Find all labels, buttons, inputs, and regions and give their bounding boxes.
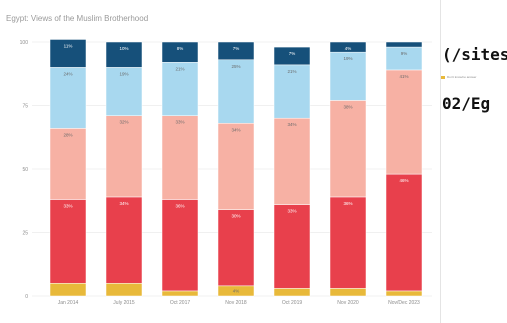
bar-segment <box>49 199 87 284</box>
y-tick-label: 50 <box>22 167 28 173</box>
stacked-bar-chart: 0 25 50 75 100 33% 28% 24% 11% Jan 2014 34% 32% 19% 1… <box>20 39 432 306</box>
bar-segment <box>161 62 199 116</box>
bar-segment <box>273 46 311 66</box>
bar-segment <box>329 41 367 53</box>
x-tick-label: Nov/Dec 2023 <box>388 300 420 306</box>
x-tick-label: Nov 2020 <box>337 300 359 306</box>
data-label: 9% <box>401 51 408 56</box>
data-label: 24% <box>63 71 72 76</box>
data-label: 33% <box>287 209 296 214</box>
legend-item-dont-know: Don't know/no answer <box>441 75 476 79</box>
overlay-path-text: 02/Eg <box>442 94 491 113</box>
chart-panel: Egypt: Views of the Muslim Brotherhood 0… <box>6 0 441 323</box>
bar-segment <box>273 117 311 205</box>
data-label: 36% <box>175 203 184 208</box>
bar-segment <box>161 115 199 200</box>
data-label: 36% <box>343 201 352 206</box>
data-label: 8% <box>177 46 184 51</box>
bar-segment <box>217 123 255 210</box>
bar-segment <box>217 41 255 61</box>
bar-segment <box>329 100 367 198</box>
bar-segment <box>105 41 143 68</box>
data-label: 38% <box>343 104 352 109</box>
data-label: 4% <box>345 46 352 51</box>
chart-title: Egypt: Views of the Muslim Brotherhood <box>6 14 149 23</box>
data-label: 28% <box>63 132 72 137</box>
data-label: 32% <box>119 120 128 125</box>
y-tick-label: 75 <box>22 104 28 110</box>
data-label: 7% <box>289 51 296 56</box>
data-label: 41% <box>399 74 408 79</box>
bar-segment <box>385 290 423 297</box>
bar-segment <box>329 288 367 297</box>
data-label: 30% <box>231 214 240 219</box>
bar-segment <box>161 41 199 63</box>
data-label: 25% <box>231 64 240 69</box>
bar-segment <box>329 51 367 101</box>
data-label: 10% <box>119 46 128 51</box>
bar-segment <box>161 199 199 292</box>
data-label: 33% <box>175 120 184 125</box>
bar-segment <box>105 196 143 284</box>
data-label: 21% <box>175 66 184 71</box>
x-tick-label: Nov 2018 <box>225 300 247 306</box>
data-label: 11% <box>64 43 73 48</box>
bar-segment <box>329 196 367 289</box>
x-tick-label: Jan 2014 <box>58 300 79 306</box>
data-label: 19% <box>119 71 128 76</box>
y-tick-label: 25 <box>22 231 28 237</box>
data-label: 46% <box>399 178 408 183</box>
data-label: 7% <box>233 46 240 51</box>
bar-segment <box>161 290 199 297</box>
bar-segment <box>273 288 311 297</box>
overlay-link-text[interactable]: (/sites <box>442 45 507 64</box>
bar-segment <box>273 64 311 119</box>
legend-label: Don't know/no answer <box>447 75 477 79</box>
data-label: 33% <box>63 203 72 208</box>
y-tick-label: 100 <box>20 40 29 46</box>
x-tick-label: Oct 2019 <box>282 300 303 306</box>
x-tick-label: Oct 2017 <box>170 300 191 306</box>
bar-segment <box>385 41 423 48</box>
bar-segment <box>49 283 87 297</box>
bar-segment <box>217 209 255 287</box>
data-label: 34% <box>119 201 128 206</box>
data-label: 34% <box>231 127 240 132</box>
bar-segment <box>217 59 255 124</box>
bar-segment <box>273 204 311 289</box>
data-label: 4% <box>233 288 240 293</box>
bar-segment <box>385 69 423 175</box>
y-tick-label: 0 <box>25 294 28 300</box>
bar-segment <box>49 67 87 129</box>
data-label: 19% <box>343 56 352 61</box>
bar-segment <box>385 173 423 292</box>
bar-segment <box>49 128 87 200</box>
bar-segment <box>105 115 143 198</box>
data-label: 21% <box>287 69 296 74</box>
x-tick-label: July 2015 <box>113 300 135 306</box>
data-label: 34% <box>287 122 296 127</box>
bar-segment <box>105 283 143 297</box>
bar-segment <box>49 39 87 68</box>
legend-swatch <box>441 75 445 79</box>
